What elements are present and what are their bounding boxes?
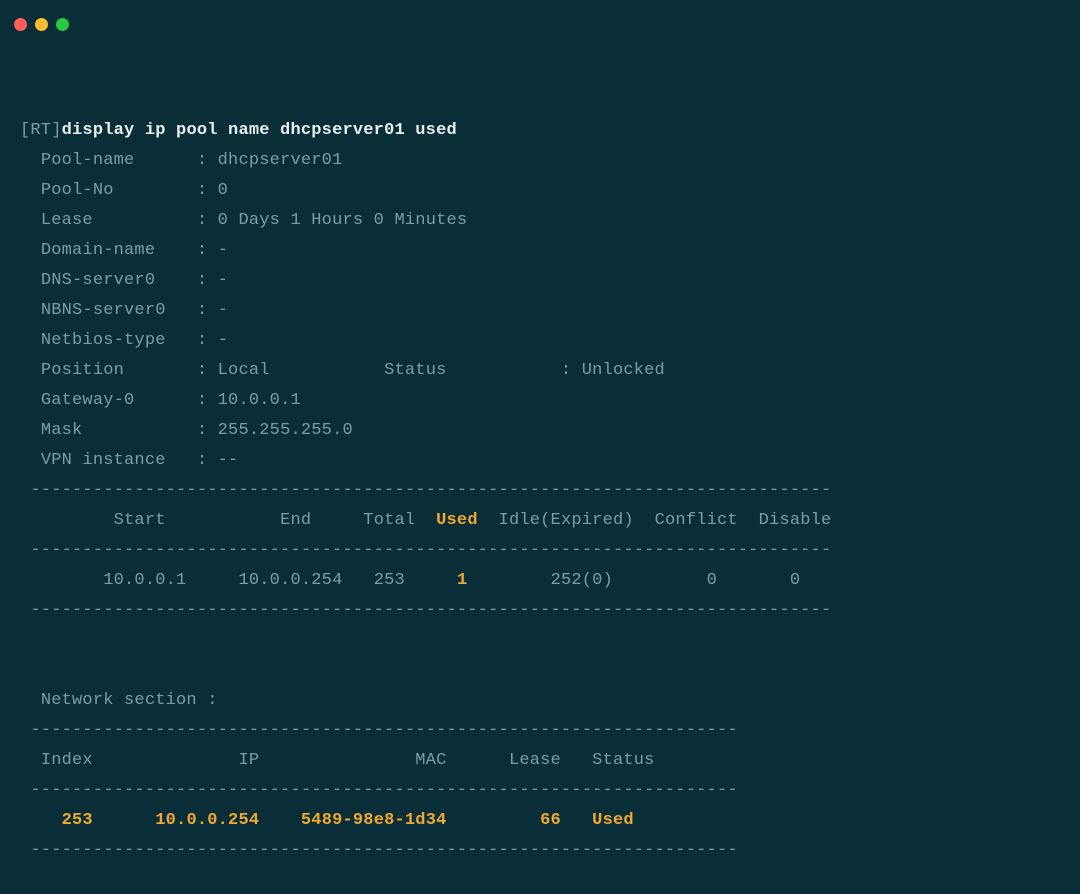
prop-label: Gateway-0 [41, 391, 135, 410]
prop-value: - [218, 271, 228, 290]
divider: ----------------------------------------… [20, 721, 738, 740]
prop-value: - [218, 301, 228, 320]
prop-label: Status [384, 361, 446, 380]
cell-mac: 5489-98e8-1d34 [301, 811, 447, 830]
divider: ----------------------------------------… [20, 841, 738, 860]
prop-label: DNS-server0 [41, 271, 155, 290]
col-mac: MAC [415, 751, 446, 770]
prop-row: Mask : 255.255.255.0 [20, 421, 353, 440]
prop-row: VPN instance : -- [20, 451, 238, 470]
prop-value: 0 [218, 181, 228, 200]
col-ip: IP [238, 751, 259, 770]
network-title: Network section : [20, 691, 218, 710]
prop-label: Position [41, 361, 124, 380]
prop-value: -- [218, 451, 239, 470]
prop-value: 10.0.0.1 [218, 391, 301, 410]
col-idle: Idle(Expired) [499, 511, 634, 530]
cell-lease: 66 [540, 811, 561, 830]
cell-ip: 10.0.0.254 [155, 811, 259, 830]
prop-row: Gateway-0 : 10.0.0.1 [20, 391, 301, 410]
zoom-icon[interactable] [56, 18, 69, 31]
cell-total: 253 [374, 571, 405, 590]
col-end: End [280, 511, 311, 530]
col-disable: Disable [759, 511, 832, 530]
prop-row: Netbios-type : - [20, 331, 228, 350]
prop-row: Position : Local Status : Unlocked [20, 361, 665, 380]
cell-idle: 252(0) [551, 571, 613, 590]
cell-start: 10.0.0.1 [103, 571, 186, 590]
cell-end: 10.0.0.254 [238, 571, 342, 590]
command-text: display ip pool name dhcpserver01 used [62, 121, 457, 140]
col-conflict: Conflict [655, 511, 738, 530]
terminal-window: [RT]display ip pool name dhcpserver01 us… [0, 0, 1080, 894]
prop-label: Domain-name [41, 241, 155, 260]
network-title-text: Network section : [41, 691, 218, 710]
col-total: Total [363, 511, 415, 530]
prop-value: 255.255.255.0 [218, 421, 353, 440]
prop-label: NBNS-server0 [41, 301, 166, 320]
prop-label: Lease [41, 211, 93, 230]
prop-row: Pool-name : dhcpserver01 [20, 151, 342, 170]
prop-row: Lease : 0 Days 1 Hours 0 Minutes [20, 211, 467, 230]
col-start: Start [114, 511, 166, 530]
prop-value: - [218, 331, 228, 350]
prop-row: Domain-name : - [20, 241, 228, 260]
col-used: Used [436, 511, 478, 530]
prop-value: 0 Days 1 Hours 0 Minutes [218, 211, 468, 230]
col-index: Index [41, 751, 93, 770]
network-row: 253 10.0.0.254 5489-98e8-1d34 66 Used [20, 811, 634, 830]
network-header: Index IP MAC Lease Status [20, 751, 655, 770]
window-titlebar [0, 0, 1080, 36]
prop-value: dhcpserver01 [218, 151, 343, 170]
prop-row: DNS-server0 : - [20, 271, 228, 290]
prop-value: Local [218, 361, 270, 380]
close-icon[interactable] [14, 18, 27, 31]
divider: ----------------------------------------… [20, 481, 831, 500]
prop-label: Pool-No [41, 181, 114, 200]
cell-disable: 0 [790, 571, 800, 590]
range-header: Start End Total Used Idle(Expired) Confl… [20, 511, 831, 530]
cell-status: Used [592, 811, 634, 830]
cell-index: 253 [62, 811, 93, 830]
prop-value: Unlocked [582, 361, 665, 380]
prompt-close: ] [51, 121, 61, 140]
prompt: [RT] [20, 121, 62, 140]
terminal-output: [RT]display ip pool name dhcpserver01 us… [0, 36, 1080, 894]
col-status: Status [592, 751, 654, 770]
range-row: 10.0.0.1 10.0.0.254 253 1 252(0) 0 0 [20, 571, 800, 590]
prompt-label: RT [30, 121, 51, 140]
prop-row: Pool-No : 0 [20, 181, 228, 200]
prop-label: Mask [41, 421, 83, 440]
divider: ----------------------------------------… [20, 601, 831, 620]
prop-value: - [218, 241, 228, 260]
col-lease: Lease [509, 751, 561, 770]
prop-label: VPN instance [41, 451, 166, 470]
cell-used: 1 [457, 571, 467, 590]
prompt-open: [ [20, 121, 30, 140]
divider: ----------------------------------------… [20, 781, 738, 800]
prop-label: Netbios-type [41, 331, 166, 350]
prop-label: Pool-name [41, 151, 135, 170]
prop-row: NBNS-server0 : - [20, 301, 228, 320]
divider: ----------------------------------------… [20, 541, 831, 560]
minimize-icon[interactable] [35, 18, 48, 31]
cell-conflict: 0 [707, 571, 717, 590]
